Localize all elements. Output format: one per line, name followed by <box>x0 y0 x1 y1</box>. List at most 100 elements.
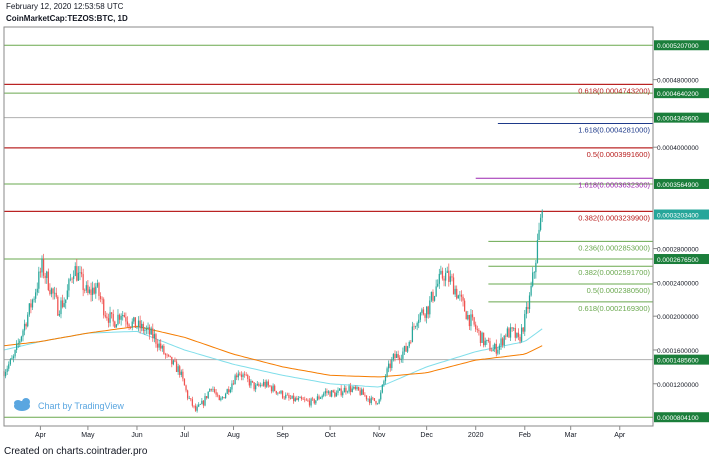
candle-body <box>340 388 342 396</box>
candle-body <box>150 328 152 335</box>
candle-body <box>175 361 178 372</box>
fib-level-label: 0.618(0.0004743200) <box>578 86 650 95</box>
candle-body <box>291 395 293 399</box>
tradingview-watermark[interactable]: Chart by TradingView <box>14 398 124 411</box>
candle-body <box>408 342 410 347</box>
candle-body <box>446 270 448 273</box>
candle-body <box>123 314 125 318</box>
price-tag-label: 0.0003203400 <box>657 213 699 220</box>
candle-body <box>60 300 62 315</box>
candle-body <box>478 330 480 331</box>
candle-body <box>416 323 418 327</box>
x-tick-label: May <box>81 432 95 439</box>
candle-body <box>329 391 331 397</box>
candle-body <box>324 391 326 394</box>
candle-body <box>473 317 475 325</box>
candle-body <box>345 387 347 393</box>
y-tick-label: 0.0002000000 <box>657 314 699 321</box>
candle-body <box>39 271 42 273</box>
candle-body <box>136 327 138 328</box>
candle-body <box>448 270 450 282</box>
candle-body <box>280 390 282 394</box>
y-tick-label: 0.0004800000 <box>657 78 699 85</box>
candle-body <box>50 288 53 295</box>
chart-header: February 12, 2020 12:53:58 UTC CoinMarke… <box>6 2 306 26</box>
candle-body <box>373 398 376 401</box>
candle-body <box>191 399 194 406</box>
candle-body <box>318 396 320 399</box>
candle-body <box>68 279 70 291</box>
candle-body <box>536 240 539 263</box>
candle-body <box>182 371 184 379</box>
fib-level-label: 1.618(0.0003632300) <box>578 180 650 189</box>
candle-body <box>413 326 415 328</box>
candle-body <box>497 349 499 354</box>
candle-body <box>46 271 48 278</box>
candle-body <box>4 372 7 377</box>
tradingview-label: Chart by TradingView <box>38 401 124 411</box>
candle-body <box>71 278 73 280</box>
moving-averages <box>3 325 543 388</box>
candle-body <box>130 326 132 328</box>
price-chart[interactable]: 0.618(0.0004743200) 1.618(0.0004281000) 0.… <box>0 0 710 444</box>
candle-body <box>193 405 195 407</box>
candle-body <box>297 398 300 400</box>
candle-body <box>272 385 274 392</box>
tradingview-logo-icon <box>14 398 30 411</box>
candle-body <box>375 400 377 404</box>
price-tag-box <box>654 412 709 423</box>
candle-body <box>277 392 279 394</box>
candle-body <box>351 388 353 393</box>
candle-body <box>402 351 404 359</box>
candle-body <box>153 334 156 339</box>
candle-body <box>198 404 200 407</box>
candle-body <box>449 276 452 282</box>
candle-body <box>47 271 49 291</box>
candle-body <box>359 390 361 395</box>
candle-body <box>90 289 92 295</box>
candle-body <box>470 314 472 327</box>
candle-body <box>63 303 65 307</box>
price-tag-label: 0.0001485600 <box>657 358 699 365</box>
candle-body <box>530 285 532 296</box>
candle-body <box>164 353 167 355</box>
candle-body <box>199 404 201 405</box>
candle-body <box>31 299 34 308</box>
candle-body <box>484 340 486 346</box>
candles <box>3 209 543 413</box>
candle-body <box>286 394 288 396</box>
candle-body <box>52 288 54 294</box>
y-tick-label: 0.0001600000 <box>657 348 699 355</box>
candle-body <box>476 329 478 331</box>
candle-body <box>242 374 244 377</box>
candle-body <box>30 303 32 308</box>
candle-body <box>107 318 110 323</box>
candle-body <box>171 356 173 365</box>
candle-body <box>247 375 249 379</box>
fib-level-label: 0.236(0.0002853000) <box>578 243 650 252</box>
candle-body <box>389 363 391 368</box>
candle-body <box>454 288 456 295</box>
price-tag-label: 0.0005207000 <box>657 43 699 50</box>
candle-body <box>217 394 219 396</box>
x-tick-label: Jul <box>180 432 189 439</box>
candle-body <box>115 324 118 328</box>
candle-body <box>221 397 224 399</box>
fib-level-label: 0.5(0.0003991600) <box>587 150 651 159</box>
candle-body <box>212 389 214 390</box>
candle-body <box>362 389 364 395</box>
candle-body <box>489 341 491 351</box>
candle-body <box>240 374 243 377</box>
x-tick-label: Aug <box>227 432 240 439</box>
candle-body <box>520 327 523 342</box>
candle-body <box>437 283 439 287</box>
candle-body <box>166 354 168 356</box>
plot-area <box>4 27 653 426</box>
candle-body <box>494 343 496 350</box>
candle-body <box>506 328 509 337</box>
candle-body <box>315 400 317 404</box>
price-tag-box <box>654 254 709 265</box>
candle-body <box>435 286 437 297</box>
candle-body <box>395 354 398 359</box>
candle-body <box>426 306 428 318</box>
